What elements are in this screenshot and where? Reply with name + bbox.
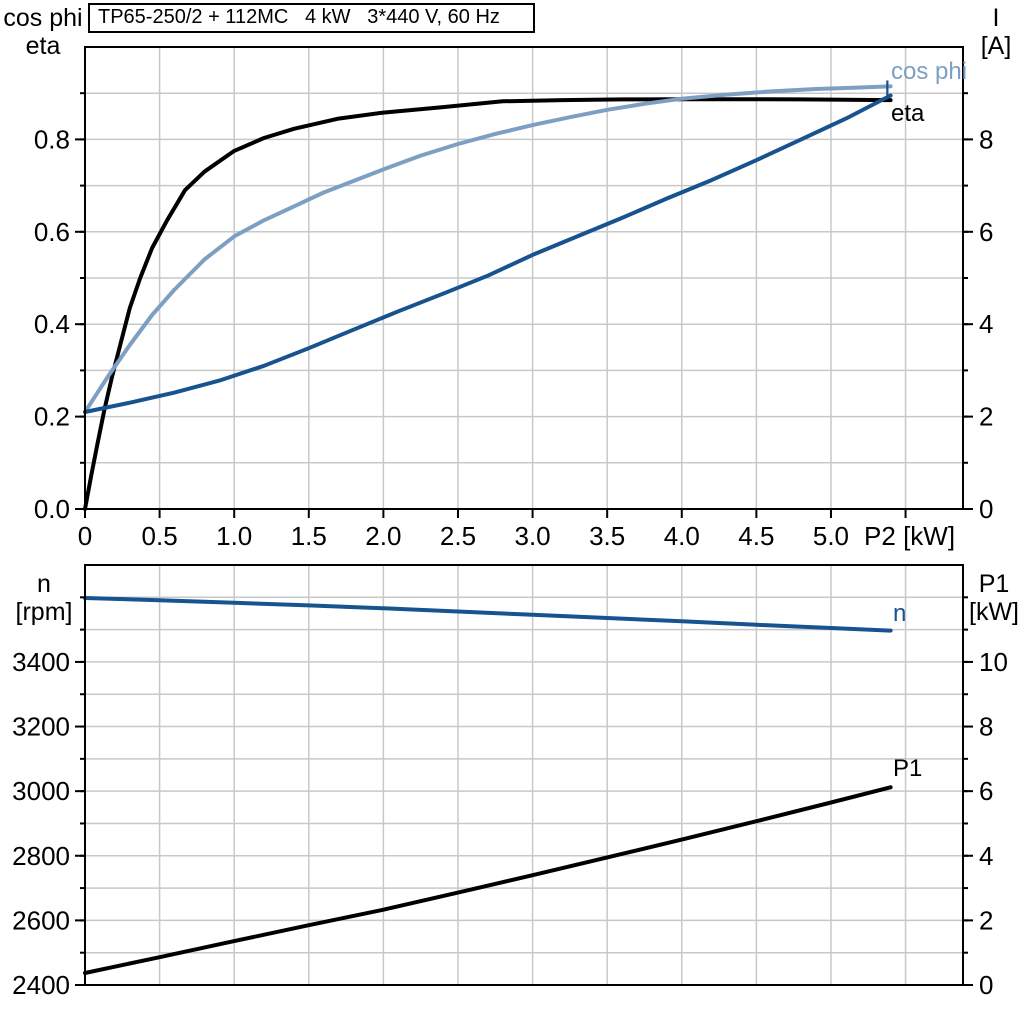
top-right-axis-header: I [A] <box>970 4 1022 60</box>
right-tick-label: 6 <box>979 217 993 247</box>
series-label-I: I <box>884 76 891 103</box>
left-tick-label: 0.2 <box>34 402 70 432</box>
axis-header-p1-unit: [kW] <box>969 598 1019 626</box>
axis-header-speed-unit: [rpm] <box>15 598 73 626</box>
left-tick-label: 3400 <box>12 647 70 677</box>
x-tick-label: 4.5 <box>738 521 774 551</box>
left-tick-label: 3000 <box>12 776 70 806</box>
series-curve-eta <box>83 97 893 511</box>
x-tick-label: 1.0 <box>216 521 252 551</box>
series-label-P1: P1 <box>893 755 922 782</box>
series-curve-n <box>83 596 893 633</box>
left-tick-label: 2800 <box>12 841 70 871</box>
left-tick-label: 0.0 <box>34 494 70 524</box>
right-tick-label: 8 <box>979 124 993 154</box>
right-tick-label: 6 <box>979 776 993 806</box>
chart-title-box: TP65-250/2 + 112MC 4 kW 3*440 V, 60 Hz <box>88 3 535 33</box>
series-curve-I <box>83 93 893 414</box>
left-tick-label: 0.8 <box>34 124 70 154</box>
series-label-n: n <box>893 600 906 627</box>
right-tick-label: 2 <box>979 402 993 432</box>
axis-header-cos-phi: cos phi <box>3 4 83 32</box>
axis-header-speed: n <box>37 570 51 598</box>
series-label-eta: eta <box>891 100 925 127</box>
x-tick-label: 1.5 <box>291 521 327 551</box>
x-tick-label: 3.5 <box>589 521 625 551</box>
bottom-right-axis-header: P1 [kW] <box>966 570 1022 626</box>
x-tick-label: 5.0 <box>813 521 849 551</box>
right-tick-label: 4 <box>979 309 993 339</box>
left-tick-label: 3200 <box>12 712 70 742</box>
left-tick-label: 2400 <box>12 970 70 1000</box>
x-tick-label: 4.0 <box>664 521 700 551</box>
axis-header-eta: eta <box>25 32 61 60</box>
right-tick-label: 10 <box>979 647 1008 677</box>
axis-header-p1: P1 <box>978 570 1010 598</box>
right-tick-label: 8 <box>979 712 993 742</box>
x-tick-label: 0.5 <box>142 521 178 551</box>
right-tick-label: 4 <box>979 841 993 871</box>
right-tick-label: 2 <box>979 905 993 935</box>
series-curve-P1 <box>83 785 893 975</box>
top-left-axis-header: cos phi eta <box>0 4 86 60</box>
x-tick-label: 3.0 <box>515 521 551 551</box>
bottom-left-axis-header: n [rpm] <box>4 570 84 626</box>
axis-header-current-unit: [A] <box>980 32 1012 60</box>
left-tick-label: 2600 <box>12 905 70 935</box>
left-tick-label: 0.4 <box>34 309 70 339</box>
x-tick-label: 2.0 <box>365 521 401 551</box>
x-axis-unit-label: P2 [kW] <box>864 521 955 551</box>
plot-frame <box>84 564 964 986</box>
right-tick-label: 0 <box>979 494 993 524</box>
x-tick-label: 0 <box>78 521 92 551</box>
axis-header-current: I <box>992 4 1000 32</box>
right-tick-label: 0 <box>979 970 993 1000</box>
x-tick-label: 2.5 <box>440 521 476 551</box>
series-curve-cos-phi <box>83 84 893 414</box>
left-tick-label: 0.6 <box>34 217 70 247</box>
series-label-cos-phi: cos phi <box>891 58 967 85</box>
